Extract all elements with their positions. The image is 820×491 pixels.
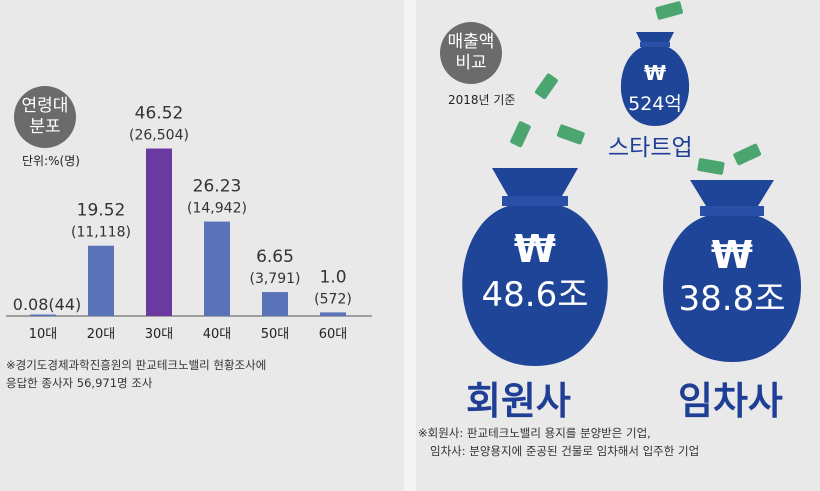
money-bill-icon: [510, 121, 531, 148]
age-badge-line1: 연령대: [21, 96, 69, 116]
count-label: (572): [314, 291, 352, 307]
bar-60대: [320, 312, 346, 316]
definitions-footnote-line1: ※회원사: 판교테크노밸리 용지를 분양받은 기업,: [418, 426, 651, 440]
member-won-symbol: ₩: [514, 227, 556, 271]
x-tick-label: 50대: [261, 327, 290, 342]
money-bill-icon: [697, 158, 725, 175]
revenue-comparison-panel: 매출액 비교 2018년 기준 ₩ 524억 ₩ 48.6조: [416, 0, 820, 491]
age-distribution-badge: 연령대 분포: [14, 86, 76, 148]
x-tick-label: 20대: [87, 327, 116, 342]
bar-30대: [146, 148, 172, 316]
x-tick-label: 10대: [29, 327, 58, 342]
survey-footnote: ※경기도경제과학진흥원의 판교테크노밸리 현황조사에 응답한 종사자 56,97…: [6, 356, 266, 392]
revenue-badge: 매출액 비교: [440, 22, 502, 84]
base-year-label: 2018년 기준: [448, 93, 516, 107]
data-label: 19.52: [77, 201, 126, 221]
revenue-badge-line1: 매출액: [447, 32, 495, 52]
age-badge-line2: 분포: [29, 117, 61, 137]
revenue-badge-line2: 비교: [455, 53, 487, 73]
money-bill-icon: [655, 1, 683, 20]
member-money-bag: ₩ 48.6조: [462, 168, 608, 366]
bar-40대: [204, 221, 230, 316]
data-label: 46.52: [135, 104, 184, 124]
tenant-revenue-value: 38.8조: [679, 279, 786, 319]
bar-10대: [30, 314, 56, 316]
count-label: (14,942): [187, 201, 247, 217]
age-distribution-panel: 연령대 분포 단위:%(명) 10대 0.08(44) 20대 19.52 (11,11…: [0, 0, 404, 491]
member-label: 회원사: [466, 379, 571, 423]
x-tick-label: 60대: [319, 327, 348, 342]
bar-20대: [88, 245, 114, 316]
startup-money-bag: ₩ 524억: [620, 32, 690, 126]
tenant-money-bag: ₩ 38.8조: [663, 180, 801, 362]
tenant-won-symbol: ₩: [711, 233, 753, 277]
data-label: 6.65: [256, 247, 294, 267]
x-tick-label: 30대: [145, 327, 174, 342]
money-bags-illustration: ₩ 524억 ₩ 48.6조 ₩ 38.8조: [462, 1, 801, 366]
money-bill-icon: [733, 143, 762, 166]
tenant-label: 임차사: [678, 379, 783, 423]
definitions-footnote: ※회원사: 판교테크노밸리 용지를 분양받은 기업, 임차사: 분양용지에 준공…: [418, 424, 699, 460]
count-label: (26,504): [129, 128, 189, 144]
startup-label: 스타트업: [608, 135, 693, 161]
data-label: 1.0: [319, 267, 346, 287]
bar-50대: [262, 292, 288, 316]
survey-footnote-line2: 응답한 종사자 56,971명 조사: [6, 376, 153, 390]
startup-revenue-value: 524억: [628, 93, 682, 115]
count-label: (3,791): [249, 271, 300, 287]
unit-label: 단위:%(명): [22, 154, 80, 168]
startup-won-symbol: ₩: [644, 61, 666, 85]
money-bill-icon: [534, 73, 558, 100]
count-label: (11,118): [71, 225, 131, 241]
data-label: 26.23: [193, 177, 242, 197]
member-revenue-value: 48.6조: [482, 275, 589, 315]
money-bill-icon: [556, 124, 585, 145]
data-label: 0.08(44): [13, 295, 81, 314]
age-bar-chart: 10대 0.08(44) 20대 19.52 (11,118) 30대 46.52 (26,5…: [6, 104, 372, 342]
x-tick-label: 40대: [203, 327, 232, 342]
survey-footnote-line1: ※경기도경제과학진흥원의 판교테크노밸리 현황조사에: [6, 358, 267, 372]
definitions-footnote-line2: 임차사: 분양용지에 준공된 건물로 임차해서 입주한 기업: [430, 444, 700, 458]
